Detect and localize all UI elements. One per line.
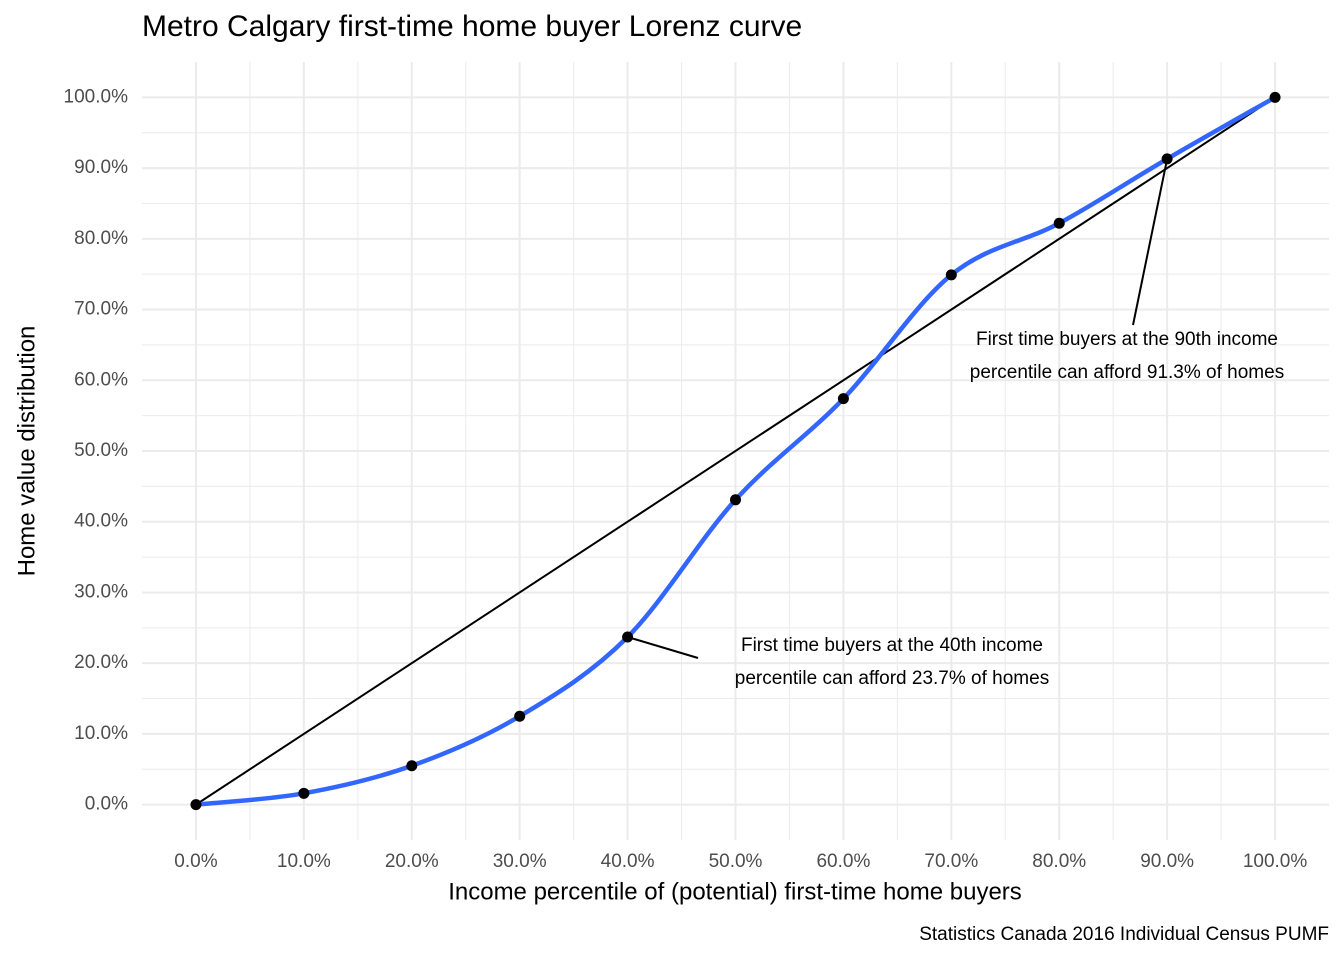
data-point [1053, 217, 1065, 229]
data-point [837, 393, 849, 405]
y-tick-label: 100.0% [64, 86, 129, 107]
data-point [1269, 91, 1281, 103]
caption: Statistics Canada 2016 Individual Census… [919, 924, 1329, 945]
data-point [406, 760, 418, 772]
x-tick-label: 100.0% [1243, 851, 1308, 872]
y-tick-label: 90.0% [74, 157, 128, 178]
annotation: percentile can afford 91.3% of homes [970, 362, 1284, 383]
y-tick-label: 60.0% [74, 369, 128, 390]
y-tick-label: 40.0% [74, 511, 128, 532]
y-tick-label: 30.0% [74, 581, 128, 602]
x-tick-label: 90.0% [1140, 851, 1194, 872]
chart-title: Metro Calgary first-time home buyer Lore… [142, 10, 802, 43]
x-tick-label: 60.0% [816, 851, 870, 872]
x-tick-label: 10.0% [277, 851, 331, 872]
annotation: percentile can afford 23.7% of homes [735, 668, 1049, 689]
x-tick-label: 50.0% [709, 851, 763, 872]
y-tick-label: 0.0% [85, 794, 128, 815]
x-tick-label: 20.0% [385, 851, 439, 872]
data-point [190, 799, 202, 811]
y-tick-label: 20.0% [74, 652, 128, 673]
x-tick-label: 0.0% [174, 851, 217, 872]
annotation-leader [627, 636, 699, 659]
x-tick-label: 30.0% [493, 851, 547, 872]
data-point [945, 269, 957, 281]
data-point [730, 494, 741, 506]
y-axis-title: Home value distribution [13, 326, 40, 577]
equality-line [195, 96, 1276, 806]
lorenz-curve [195, 95, 1277, 807]
y-tick-label: 10.0% [74, 723, 128, 744]
x-tick-label: 70.0% [924, 851, 978, 872]
y-tick-label: 70.0% [74, 299, 128, 320]
y-tick-label: 80.0% [74, 228, 128, 249]
x-tick-label: 40.0% [601, 851, 655, 872]
x-tick-label: 80.0% [1032, 851, 1086, 872]
annotation: First time buyers at the 40th income [741, 635, 1043, 656]
data-point [298, 787, 310, 799]
data-point [514, 710, 526, 722]
annotation-leader [1132, 158, 1169, 326]
x-axis-title: Income percentile of (potential) first-t… [448, 878, 1022, 905]
annotation: First time buyers at the 90th income [976, 329, 1278, 350]
y-tick-label: 50.0% [74, 440, 128, 461]
